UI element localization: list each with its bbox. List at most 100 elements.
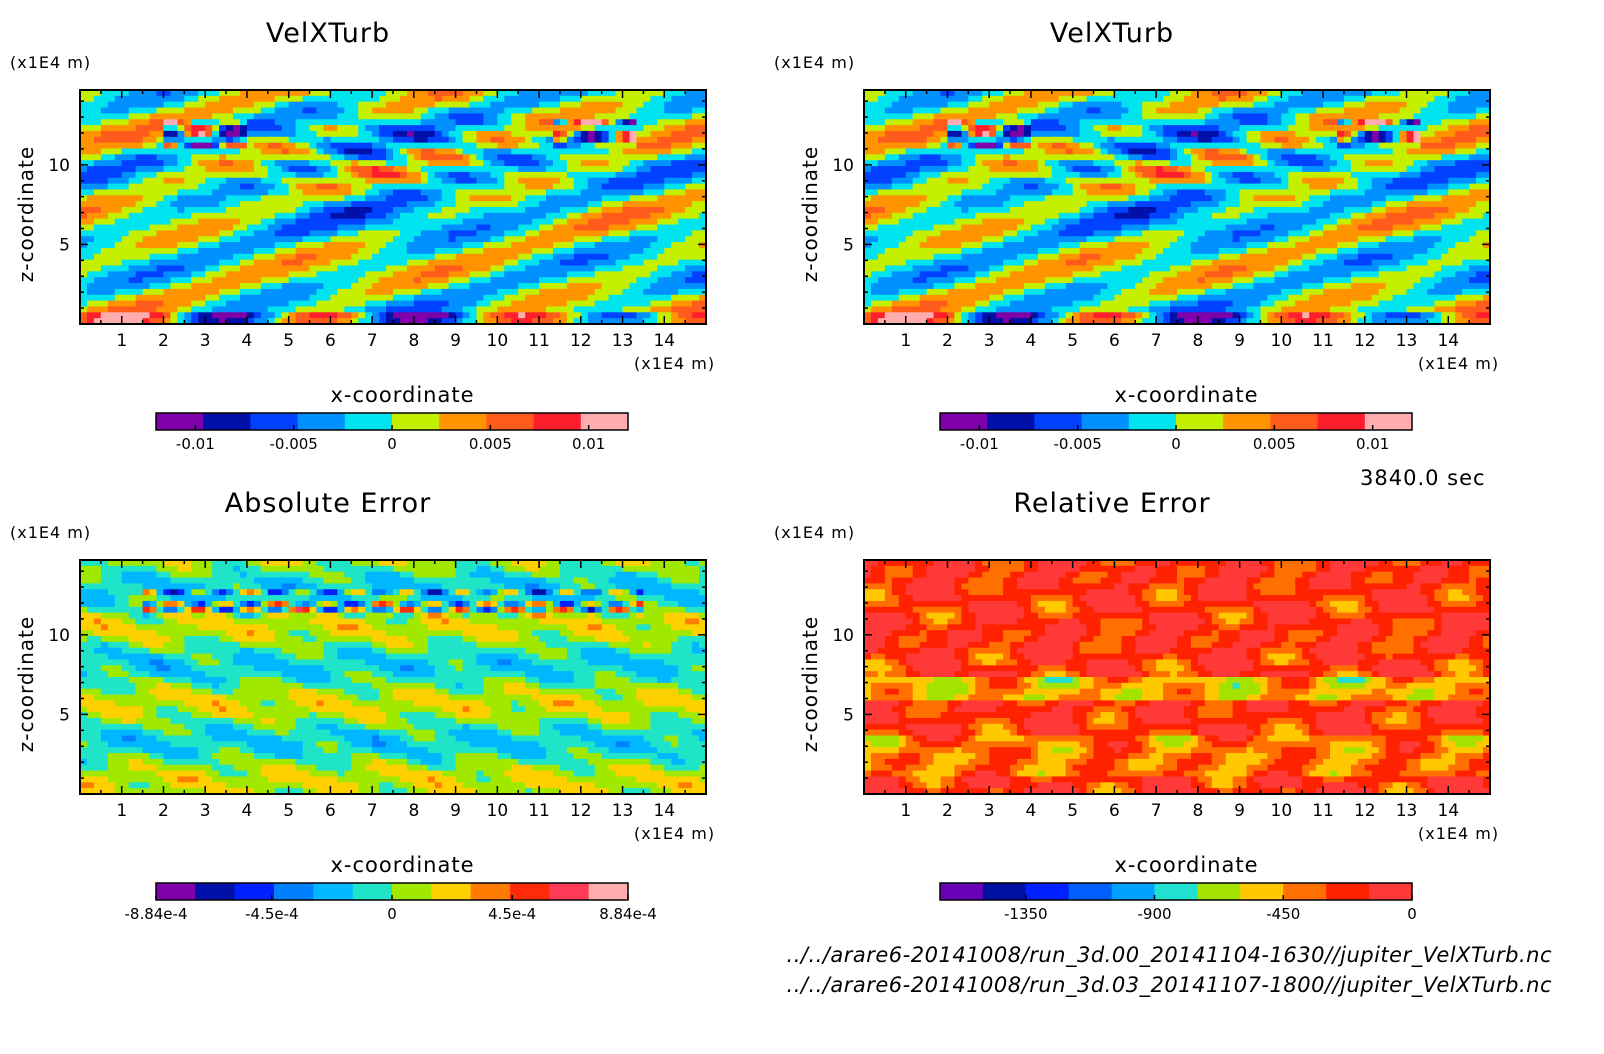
heatmap-cell	[142, 107, 151, 114]
heatmap-cell	[580, 130, 589, 138]
heatmap-cell	[1037, 130, 1046, 138]
heatmap-cell	[413, 177, 422, 185]
heatmap-cell	[1093, 148, 1102, 155]
heatmap-cell	[323, 283, 331, 290]
heatmap-cell	[1330, 160, 1338, 167]
heatmap-cell	[864, 130, 872, 138]
heatmap-cell	[295, 183, 304, 191]
heatmap-cell	[135, 300, 144, 308]
heatmap-cell	[323, 247, 331, 255]
heatmap-cell	[518, 101, 526, 109]
heatmap-cell	[462, 218, 471, 226]
heatmap-cell	[420, 130, 429, 138]
heatmap-cell	[1023, 130, 1032, 138]
heatmap-cell	[678, 230, 686, 237]
heatmap-cell	[912, 142, 921, 150]
heatmap-cell	[539, 136, 547, 144]
heatmap-cell	[156, 288, 165, 296]
heatmap-cell	[1392, 90, 1401, 97]
heatmap-cell	[351, 107, 359, 114]
heatmap-cell	[483, 207, 491, 214]
heatmap-cell	[573, 207, 582, 214]
heatmap-cell	[219, 171, 227, 179]
heatmap-cell	[274, 177, 283, 185]
heatmap-cell	[344, 312, 352, 319]
heatmap-cell	[406, 259, 415, 267]
heatmap-cell	[149, 312, 158, 319]
heatmap-cell	[344, 119, 352, 126]
heatmap-cell	[149, 230, 158, 237]
heatmap-cell	[281, 300, 290, 308]
heatmap-cell	[93, 160, 102, 167]
heatmap-cell	[226, 212, 234, 220]
heatmap-cell	[441, 318, 450, 325]
heatmap-cell	[246, 195, 255, 202]
heatmap-cell	[1128, 136, 1136, 144]
heatmap-cell	[399, 283, 408, 290]
heatmap-cell	[1190, 107, 1199, 114]
heatmap-cell	[462, 312, 471, 319]
heatmap-cell	[281, 294, 290, 302]
heatmap-cell	[1058, 148, 1067, 155]
heatmap-cell	[198, 154, 206, 161]
heatmap-cell	[260, 288, 269, 296]
heatmap-cell	[671, 166, 679, 173]
heatmap-cell	[1323, 125, 1331, 132]
heatmap-cell	[926, 160, 935, 167]
heatmap-cell	[566, 294, 575, 302]
heatmap-cell	[142, 312, 151, 319]
heatmap-cell	[636, 195, 644, 202]
heatmap-cell	[184, 136, 192, 144]
heatmap-cell	[372, 154, 380, 161]
heatmap-cell	[622, 312, 631, 319]
heatmap-cell	[399, 236, 408, 243]
heatmap-cell	[267, 136, 276, 144]
heatmap-cell	[365, 189, 373, 196]
heatmap-cell	[1281, 166, 1289, 173]
heatmap-cell	[448, 224, 457, 231]
heatmap-cell	[1058, 142, 1067, 150]
heatmap-cell	[93, 224, 102, 231]
heatmap-cell	[469, 201, 478, 208]
heatmap-cell	[295, 224, 304, 231]
heatmap-cell	[657, 148, 665, 155]
heatmap-cell	[476, 183, 485, 191]
heatmap-cell	[615, 288, 624, 296]
heatmap-cell	[912, 107, 921, 114]
heatmap-cell	[455, 207, 464, 214]
heatmap-cell	[643, 318, 651, 325]
heatmap-cell	[267, 288, 276, 296]
heatmap-cell	[1260, 101, 1269, 109]
heatmap-cell	[455, 160, 464, 167]
heatmap-cell	[580, 154, 589, 161]
heatmap-cell	[1058, 107, 1067, 114]
heatmap-cell	[877, 154, 886, 161]
heatmap-cell	[177, 236, 185, 243]
heatmap-cell	[372, 142, 380, 150]
heatmap-cell	[1135, 95, 1143, 103]
heatmap-cell	[344, 142, 352, 150]
heatmap-cell	[1427, 113, 1435, 120]
heatmap-cell	[594, 113, 603, 120]
heatmap-cell	[177, 212, 185, 220]
heatmap-cell	[1023, 107, 1032, 114]
heatmap-cell	[323, 171, 331, 179]
heatmap-cell	[358, 312, 366, 319]
heatmap-cell	[497, 154, 505, 161]
heatmap-cell	[933, 142, 942, 150]
heatmap-cell	[323, 224, 331, 231]
heatmap-cell	[191, 130, 199, 138]
heatmap-cell	[1044, 101, 1053, 109]
heatmap-cell	[427, 271, 436, 278]
heatmap-cell	[559, 236, 568, 243]
x-tick-label: 8	[408, 331, 419, 351]
heatmap-cell	[358, 224, 366, 231]
heatmap-cell	[448, 218, 457, 226]
heatmap-cell	[664, 95, 672, 103]
heatmap-cell	[219, 283, 227, 290]
heatmap-cell	[1434, 142, 1442, 150]
heatmap-cell	[253, 318, 262, 325]
heatmap-cell	[629, 154, 638, 161]
heatmap-cell	[1330, 142, 1338, 150]
heatmap-cell	[657, 171, 665, 179]
